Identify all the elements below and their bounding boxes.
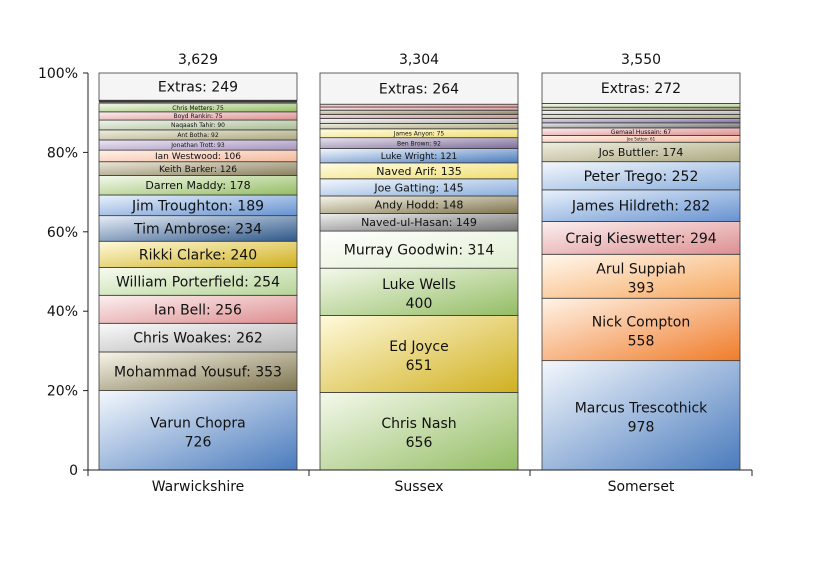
segment-label-warwickshire-ant-botha: Ant Botha: 92 (177, 132, 219, 139)
segment-label-warwickshire-mohammad-yousuf: Mohammad Yousuf: 353 (114, 364, 282, 380)
segment-label-somerset-peter-trego: Peter Trego: 252 (584, 169, 699, 185)
segment-somerset-unlabeled-9 (542, 123, 740, 128)
segment-label-warwickshire-tim-ambrose: Tim Ambrose: 234 (133, 221, 262, 237)
segment-label-somerset-extras: Extras: 272 (601, 81, 681, 97)
segment-label-sussex-naved-arif: Naved Arif: 135 (376, 165, 462, 178)
total-label-sussex: 3,304 (399, 52, 439, 68)
segment-label-sussex-andy-hodd: Andy Hodd: 148 (375, 199, 464, 212)
segment-label-somerset-nick-compton: Nick Compton (592, 314, 690, 330)
total-label-somerset: 3,550 (621, 52, 661, 68)
segment-label-warwickshire-boyd-rankin: Boyd Rankin: 75 (173, 113, 222, 120)
segment-label-sussex-naved-ul-hasan: Naved-ul-Hasan: 149 (361, 216, 477, 229)
segment-label-warwickshire-ian-bell: Ian Bell: 256 (154, 302, 242, 318)
segment-label-warwickshire-chris-metters: Chris Metters: 75 (172, 105, 224, 112)
total-label-warwickshire: 3,629 (178, 52, 218, 68)
segment-label-somerset-james-hildreth: James Hildreth: 282 (571, 199, 710, 215)
segment-label-somerset-arul-suppiah: Arul Suppiah (596, 261, 685, 277)
segment-label-somerset-marcus-trescothick: Marcus Trescothick (575, 400, 708, 416)
segment-label-sussex-luke-wells: Luke Wells (382, 277, 456, 293)
segment-label-warwickshire-william-porterfield: William Porterfield: 254 (116, 274, 280, 290)
segment-sussex-unlabeled-15 (320, 107, 518, 110)
segment-label-warwickshire-ian-westwood: Ian Westwood: 106 (155, 152, 241, 162)
segment-sussex-unlabeled-14 (320, 110, 518, 114)
segment-label-sussex-ed-joyce: Ed Joyce (389, 339, 448, 355)
segment-somerset-unlabeled-11 (542, 114, 740, 118)
segment-label-warwickshire-jonathan-trott: Jonathan Trott: 93 (170, 142, 225, 149)
segment-value-sussex-luke-wells: 400 (406, 296, 433, 312)
category-label-sussex: Sussex (395, 479, 444, 495)
segment-sussex-unlabeled-16 (320, 104, 518, 107)
y-tick-label-1: 20% (47, 384, 78, 400)
segment-sussex-unlabeled-12 (320, 119, 518, 124)
segment-value-somerset-marcus-trescothick: 978 (628, 419, 655, 435)
segment-label-warwickshire-extras: Extras: 249 (158, 80, 238, 96)
segment-label-warwickshire-jim-troughton: Jim Troughton: 189 (131, 198, 264, 214)
segment-label-warwickshire-darren-maddy: Darren Maddy: 178 (145, 179, 250, 192)
segment-label-warwickshire-naqaash-tahir: Naqaash Tahir: 90 (171, 122, 225, 129)
segment-value-somerset-arul-suppiah: 393 (628, 280, 655, 296)
segment-label-sussex-extras: Extras: 264 (379, 82, 459, 98)
y-tick-label-5: 100% (38, 66, 78, 82)
segment-value-warwickshire-varun-chopra: 726 (185, 434, 212, 450)
segment-label-somerset-gemaal-hussain: Gemaal Hussain: 67 (611, 129, 672, 136)
segment-label-warwickshire-keith-barker: Keith Barker: 126 (159, 165, 237, 175)
segment-warwickshire-unlabeled-16 (99, 103, 297, 104)
segment-somerset-unlabeled-14 (542, 103, 740, 107)
segment-value-sussex-ed-joyce: 651 (406, 358, 433, 374)
segment-label-sussex-luke-wright: Luke Wright: 121 (381, 152, 458, 162)
segment-label-sussex-murray-goodwin: Murray Goodwin: 314 (344, 243, 495, 259)
segment-somerset-unlabeled-10 (542, 118, 740, 122)
segment-label-sussex-chris-nash: Chris Nash (381, 416, 456, 432)
segment-label-somerset-joe-sutton: Joe Sutton: 61 (626, 136, 656, 141)
segment-label-sussex-joe-gatting: Joe Gatting: 145 (373, 181, 463, 194)
segment-label-somerset-craig-kieswetter: Craig Kieswetter: 294 (565, 231, 716, 247)
y-tick-label-4: 80% (47, 145, 78, 161)
segment-value-sussex-chris-nash: 656 (406, 435, 433, 451)
segment-somerset-unlabeled-13 (542, 107, 740, 110)
segment-sussex-unlabeled-11 (320, 123, 518, 128)
segment-label-warwickshire-varun-chopra: Varun Chopra (150, 415, 245, 431)
segment-sussex-unlabeled-13 (320, 114, 518, 118)
segment-label-somerset-jos-buttler: Jos Buttler: 174 (598, 146, 684, 159)
category-label-warwickshire: Warwickshire (152, 479, 245, 495)
segment-warwickshire-unlabeled-17 (99, 101, 297, 102)
y-tick-label-3: 60% (47, 225, 78, 241)
y-tick-label-2: 40% (47, 304, 78, 320)
segment-label-warwickshire-chris-woakes: Chris Woakes: 262 (133, 331, 263, 347)
segment-label-warwickshire-rikki-clarke: Rikki Clarke: 240 (139, 247, 257, 263)
segment-somerset-unlabeled-12 (542, 111, 740, 115)
segment-value-somerset-nick-compton: 558 (628, 333, 655, 349)
segment-label-sussex-james-anyon: James Anyon: 75 (393, 130, 445, 137)
y-tick-label-0: 0 (69, 463, 78, 479)
segment-label-sussex-ben-brown: Ben Brown: 92 (397, 140, 441, 147)
category-label-somerset: Somerset (608, 479, 675, 495)
